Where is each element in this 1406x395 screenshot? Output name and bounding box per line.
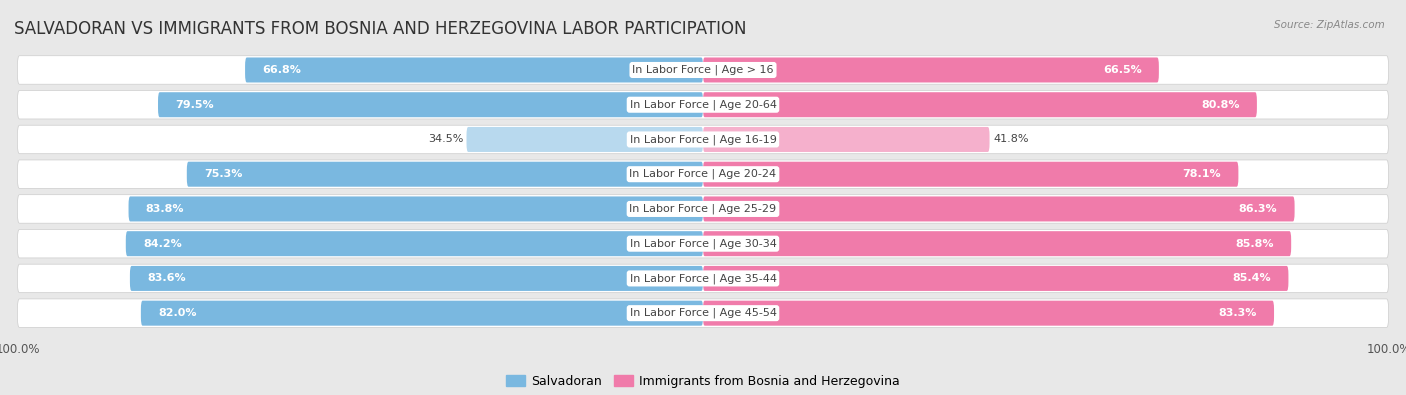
Text: In Labor Force | Age > 16: In Labor Force | Age > 16 bbox=[633, 65, 773, 75]
FancyBboxPatch shape bbox=[141, 301, 703, 325]
Text: In Labor Force | Age 16-19: In Labor Force | Age 16-19 bbox=[630, 134, 776, 145]
Text: 85.4%: 85.4% bbox=[1233, 273, 1271, 284]
FancyBboxPatch shape bbox=[17, 229, 1389, 258]
Text: In Labor Force | Age 30-34: In Labor Force | Age 30-34 bbox=[630, 239, 776, 249]
FancyBboxPatch shape bbox=[157, 92, 703, 117]
Text: 82.0%: 82.0% bbox=[157, 308, 197, 318]
Text: 83.3%: 83.3% bbox=[1219, 308, 1257, 318]
FancyBboxPatch shape bbox=[128, 196, 703, 222]
FancyBboxPatch shape bbox=[17, 264, 1389, 293]
FancyBboxPatch shape bbox=[245, 58, 703, 83]
FancyBboxPatch shape bbox=[17, 195, 1389, 223]
Text: In Labor Force | Age 45-54: In Labor Force | Age 45-54 bbox=[630, 308, 776, 318]
Text: SALVADORAN VS IMMIGRANTS FROM BOSNIA AND HERZEGOVINA LABOR PARTICIPATION: SALVADORAN VS IMMIGRANTS FROM BOSNIA AND… bbox=[14, 19, 747, 38]
Text: 66.8%: 66.8% bbox=[262, 65, 301, 75]
Text: In Labor Force | Age 20-24: In Labor Force | Age 20-24 bbox=[630, 169, 776, 179]
FancyBboxPatch shape bbox=[17, 125, 1389, 154]
Text: 41.8%: 41.8% bbox=[993, 134, 1028, 145]
Text: In Labor Force | Age 20-64: In Labor Force | Age 20-64 bbox=[630, 100, 776, 110]
FancyBboxPatch shape bbox=[703, 196, 1295, 222]
Text: 34.5%: 34.5% bbox=[427, 134, 463, 145]
FancyBboxPatch shape bbox=[703, 231, 1291, 256]
Text: 78.1%: 78.1% bbox=[1182, 169, 1222, 179]
FancyBboxPatch shape bbox=[17, 90, 1389, 119]
Text: 84.2%: 84.2% bbox=[143, 239, 181, 249]
Legend: Salvadoran, Immigrants from Bosnia and Herzegovina: Salvadoran, Immigrants from Bosnia and H… bbox=[501, 370, 905, 393]
Text: 83.6%: 83.6% bbox=[148, 273, 186, 284]
FancyBboxPatch shape bbox=[17, 299, 1389, 327]
FancyBboxPatch shape bbox=[703, 127, 990, 152]
Text: 86.3%: 86.3% bbox=[1239, 204, 1278, 214]
Text: Source: ZipAtlas.com: Source: ZipAtlas.com bbox=[1274, 20, 1385, 30]
FancyBboxPatch shape bbox=[703, 92, 1257, 117]
Text: In Labor Force | Age 35-44: In Labor Force | Age 35-44 bbox=[630, 273, 776, 284]
Text: 79.5%: 79.5% bbox=[176, 100, 214, 110]
Text: 85.8%: 85.8% bbox=[1236, 239, 1274, 249]
FancyBboxPatch shape bbox=[703, 301, 1274, 325]
FancyBboxPatch shape bbox=[125, 231, 703, 256]
FancyBboxPatch shape bbox=[703, 58, 1159, 83]
Text: 66.5%: 66.5% bbox=[1102, 65, 1142, 75]
Text: 80.8%: 80.8% bbox=[1201, 100, 1240, 110]
Text: 75.3%: 75.3% bbox=[204, 169, 242, 179]
FancyBboxPatch shape bbox=[703, 266, 1288, 291]
Text: 83.8%: 83.8% bbox=[146, 204, 184, 214]
FancyBboxPatch shape bbox=[129, 266, 703, 291]
FancyBboxPatch shape bbox=[17, 56, 1389, 84]
FancyBboxPatch shape bbox=[703, 162, 1239, 187]
FancyBboxPatch shape bbox=[17, 160, 1389, 188]
FancyBboxPatch shape bbox=[187, 162, 703, 187]
FancyBboxPatch shape bbox=[467, 127, 703, 152]
Text: In Labor Force | Age 25-29: In Labor Force | Age 25-29 bbox=[630, 204, 776, 214]
